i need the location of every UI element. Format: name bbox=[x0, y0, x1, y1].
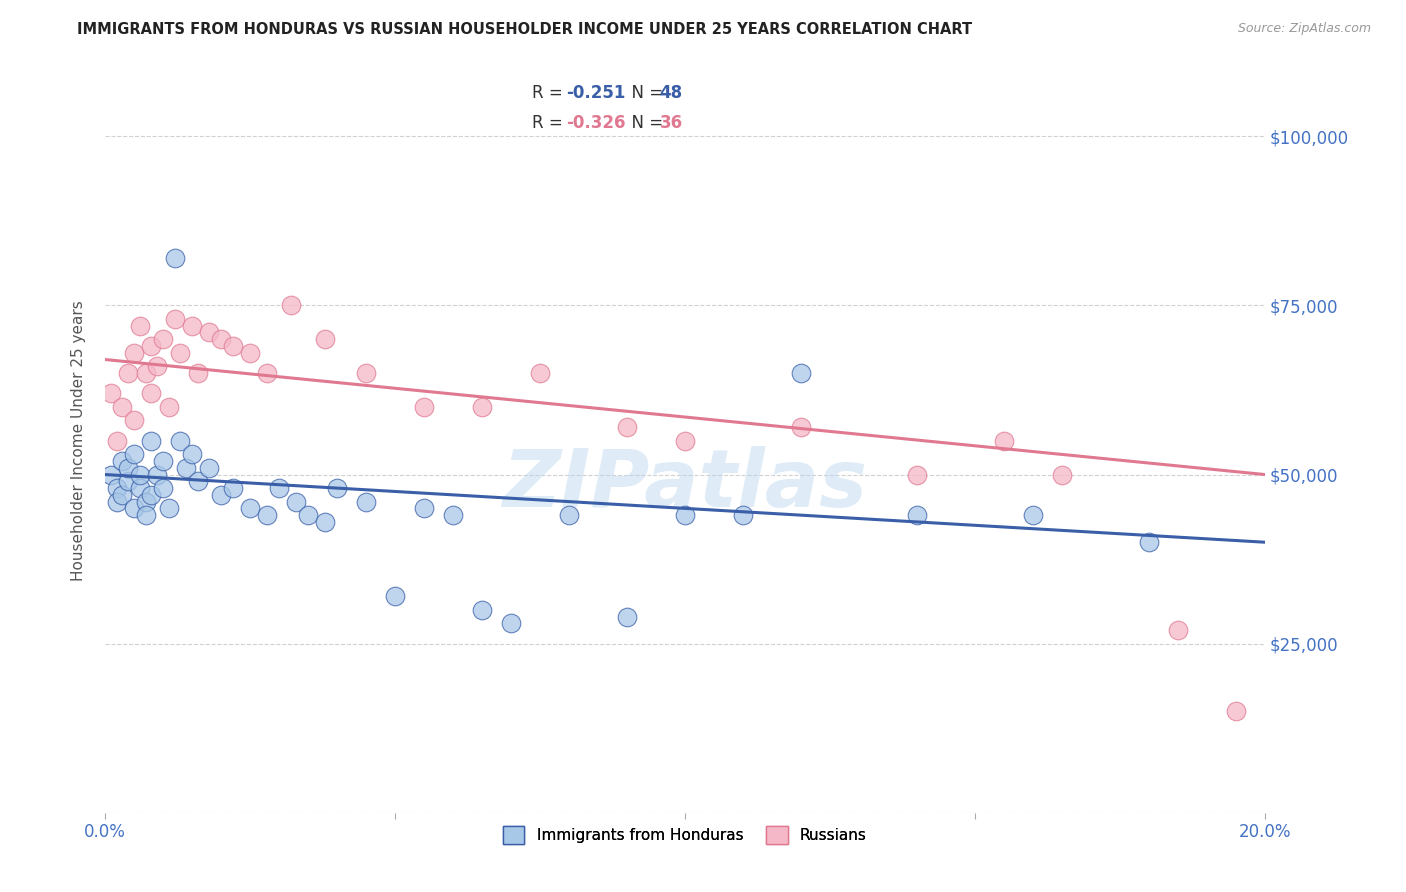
Point bbox=[256, 366, 278, 380]
Point bbox=[117, 460, 139, 475]
Point bbox=[105, 481, 128, 495]
Text: Source: ZipAtlas.com: Source: ZipAtlas.com bbox=[1237, 22, 1371, 36]
Point bbox=[731, 508, 754, 523]
Point bbox=[152, 454, 174, 468]
Point bbox=[181, 447, 204, 461]
Point bbox=[209, 332, 232, 346]
Point bbox=[117, 366, 139, 380]
Point bbox=[256, 508, 278, 523]
Legend: Immigrants from Honduras, Russians: Immigrants from Honduras, Russians bbox=[496, 820, 873, 850]
Y-axis label: Householder Income Under 25 years: Householder Income Under 25 years bbox=[72, 301, 86, 581]
Point bbox=[146, 359, 169, 374]
Point bbox=[198, 326, 221, 340]
Point bbox=[413, 400, 436, 414]
Point bbox=[141, 488, 163, 502]
Point bbox=[187, 366, 209, 380]
Point bbox=[122, 413, 145, 427]
Point bbox=[1167, 623, 1189, 637]
Point bbox=[111, 488, 134, 502]
Point bbox=[471, 400, 494, 414]
Point bbox=[100, 386, 122, 401]
Point bbox=[174, 460, 197, 475]
Point bbox=[157, 501, 180, 516]
Point bbox=[135, 366, 157, 380]
Point bbox=[100, 467, 122, 482]
Point bbox=[441, 508, 464, 523]
Text: 48: 48 bbox=[659, 85, 682, 103]
Point bbox=[163, 312, 186, 326]
Point bbox=[384, 590, 406, 604]
Point bbox=[122, 447, 145, 461]
Point bbox=[285, 494, 308, 508]
Point bbox=[181, 318, 204, 333]
Point bbox=[187, 475, 209, 489]
Point bbox=[354, 366, 377, 380]
Point bbox=[471, 603, 494, 617]
Point bbox=[141, 339, 163, 353]
Point bbox=[1225, 705, 1247, 719]
Point bbox=[163, 251, 186, 265]
Point bbox=[413, 501, 436, 516]
Point bbox=[209, 488, 232, 502]
Point bbox=[1050, 467, 1073, 482]
Point bbox=[354, 494, 377, 508]
Point bbox=[141, 386, 163, 401]
Point bbox=[111, 454, 134, 468]
Point bbox=[135, 508, 157, 523]
Point bbox=[790, 366, 813, 380]
Point bbox=[314, 332, 336, 346]
Point bbox=[529, 366, 551, 380]
Point bbox=[105, 434, 128, 448]
Point bbox=[169, 434, 191, 448]
Point bbox=[128, 467, 150, 482]
Point bbox=[146, 467, 169, 482]
Point bbox=[135, 494, 157, 508]
Point bbox=[1137, 535, 1160, 549]
Point bbox=[122, 501, 145, 516]
Point bbox=[673, 508, 696, 523]
Point bbox=[905, 508, 928, 523]
Point bbox=[905, 467, 928, 482]
Point bbox=[314, 515, 336, 529]
Point bbox=[267, 481, 290, 495]
Point bbox=[297, 508, 319, 523]
Point bbox=[616, 609, 638, 624]
Point bbox=[558, 508, 581, 523]
Point bbox=[169, 345, 191, 359]
Point bbox=[117, 475, 139, 489]
Point bbox=[157, 400, 180, 414]
Point bbox=[152, 332, 174, 346]
Text: N =: N = bbox=[621, 85, 668, 103]
Point bbox=[1022, 508, 1045, 523]
Point bbox=[499, 616, 522, 631]
Text: -0.326: -0.326 bbox=[567, 114, 626, 132]
Point bbox=[673, 434, 696, 448]
Point bbox=[152, 481, 174, 495]
Text: R =: R = bbox=[531, 85, 568, 103]
Point bbox=[993, 434, 1015, 448]
Point bbox=[128, 318, 150, 333]
Text: IMMIGRANTS FROM HONDURAS VS RUSSIAN HOUSEHOLDER INCOME UNDER 25 YEARS CORRELATIO: IMMIGRANTS FROM HONDURAS VS RUSSIAN HOUS… bbox=[77, 22, 973, 37]
Point bbox=[280, 298, 302, 312]
Text: R =: R = bbox=[531, 114, 568, 132]
Point bbox=[111, 400, 134, 414]
Point bbox=[239, 501, 262, 516]
Text: ZIPatlas: ZIPatlas bbox=[502, 446, 868, 524]
Text: 36: 36 bbox=[659, 114, 682, 132]
Point bbox=[122, 345, 145, 359]
Point bbox=[221, 339, 243, 353]
Point bbox=[790, 420, 813, 434]
Point bbox=[616, 420, 638, 434]
Point bbox=[326, 481, 349, 495]
Text: -0.251: -0.251 bbox=[567, 85, 626, 103]
Point bbox=[221, 481, 243, 495]
Text: N =: N = bbox=[621, 114, 668, 132]
Point bbox=[105, 494, 128, 508]
Point bbox=[128, 481, 150, 495]
Point bbox=[141, 434, 163, 448]
Point bbox=[239, 345, 262, 359]
Point bbox=[198, 460, 221, 475]
